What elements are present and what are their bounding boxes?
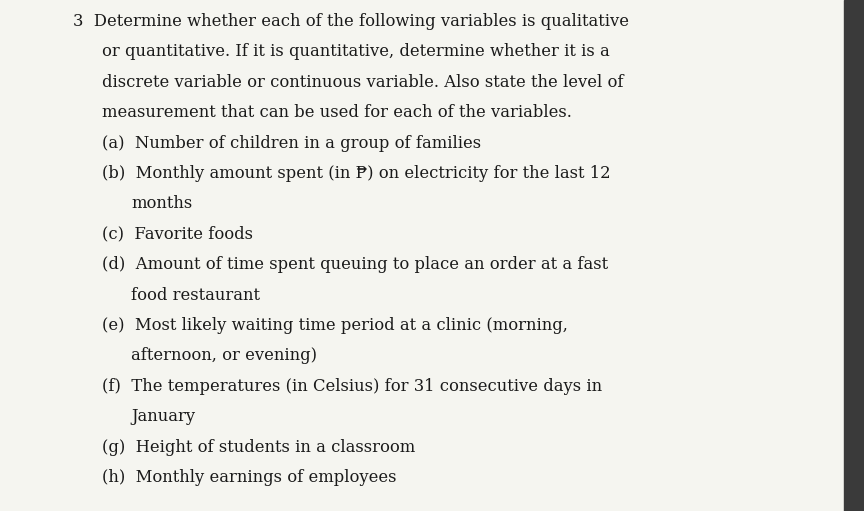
Bar [844, 0, 864, 511]
Text: (e)  Most likely waiting time period at a clinic (morning,: (e) Most likely waiting time period at a… [102, 317, 568, 334]
Text: (f)  The temperatures (in Celsius) for 31 consecutive days in: (f) The temperatures (in Celsius) for 31… [102, 378, 602, 395]
Text: (c)  Favorite foods: (c) Favorite foods [102, 226, 253, 243]
Text: (a)  Number of children in a group of families: (a) Number of children in a group of fam… [102, 134, 481, 152]
Text: afternoon, or evening): afternoon, or evening) [131, 347, 317, 364]
Text: measurement that can be used for each of the variables.: measurement that can be used for each of… [102, 104, 572, 121]
Text: discrete variable or continuous variable. Also state the level of: discrete variable or continuous variable… [102, 74, 624, 91]
Text: (g)  Height of students in a classroom: (g) Height of students in a classroom [102, 438, 416, 456]
Text: (b)  Monthly amount spent (in ₱) on electricity for the last 12: (b) Monthly amount spent (in ₱) on elect… [102, 165, 611, 182]
Text: or quantitative. If it is quantitative, determine whether it is a: or quantitative. If it is quantitative, … [102, 43, 610, 60]
Text: months: months [131, 195, 193, 213]
Text: (d)  Amount of time spent queuing to place an order at a fast: (d) Amount of time spent queuing to plac… [102, 256, 608, 273]
Text: 3  Determine whether each of the following variables is qualitative: 3 Determine whether each of the followin… [73, 13, 630, 30]
Text: food restaurant: food restaurant [131, 287, 260, 304]
Text: (h)  Monthly earnings of employees: (h) Monthly earnings of employees [102, 469, 397, 486]
Text: January: January [131, 408, 195, 425]
